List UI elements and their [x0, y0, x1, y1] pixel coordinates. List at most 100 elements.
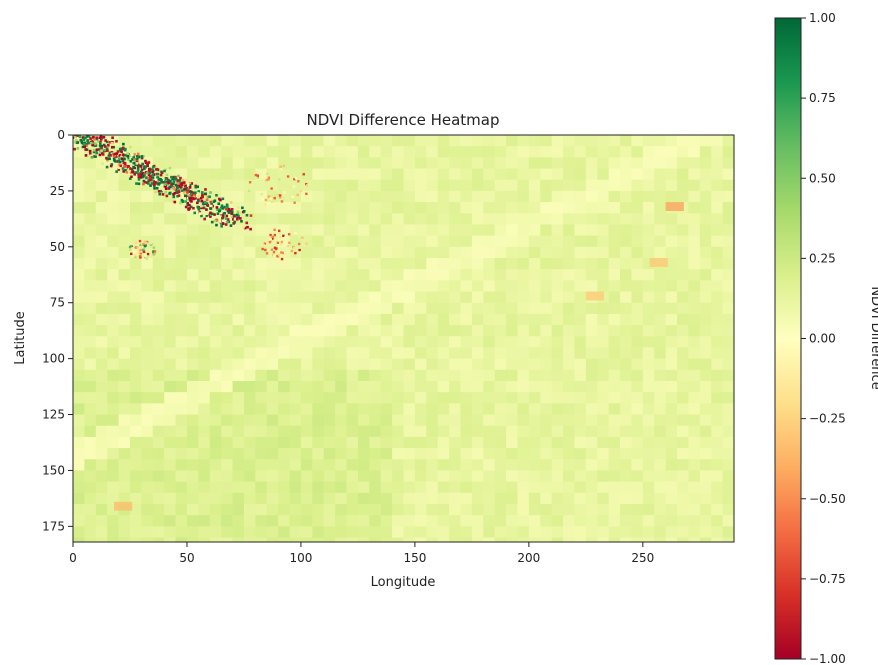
heatmap-cell [574, 515, 587, 527]
heatmap-cell [711, 526, 724, 539]
heatmap-cell [528, 257, 541, 270]
heatmap-cell [574, 436, 587, 449]
heatmap-cell [631, 403, 644, 416]
heatmap-cell [129, 325, 142, 337]
colorbar-tick-label: −1.00 [809, 652, 846, 665]
heatmap-speck [263, 242, 267, 245]
heatmap-cell [141, 503, 154, 516]
heatmap-cell [141, 202, 154, 214]
heatmap-cell [221, 481, 234, 494]
heatmap-cell [118, 403, 131, 416]
heatmap-cell [175, 280, 188, 293]
heatmap-cell [494, 213, 507, 226]
heatmap-speck [186, 190, 189, 194]
heatmap-cell [471, 269, 484, 281]
heatmap-cell [164, 146, 177, 158]
heatmap-speck [148, 159, 151, 162]
heatmap-speck [109, 164, 113, 168]
heatmap-speck [154, 178, 158, 181]
heatmap-cell [289, 336, 302, 349]
heatmap-cell [688, 537, 701, 542]
heatmap-cell [95, 336, 108, 349]
heatmap-speck [147, 161, 151, 164]
heatmap-cell [585, 347, 598, 360]
heatmap-cell [392, 369, 405, 382]
heatmap-cell [494, 325, 507, 337]
heatmap-cell [129, 481, 142, 494]
heatmap-cell [323, 246, 336, 259]
heatmap-cell [289, 358, 302, 371]
heatmap-speck [267, 178, 270, 181]
heatmap-cell [198, 313, 211, 326]
heatmap-cell [608, 325, 621, 337]
heatmap-cell [335, 459, 348, 472]
heatmap-speck [172, 195, 176, 199]
heatmap-cell [209, 224, 222, 237]
heatmap-cell [357, 537, 370, 542]
heatmap-cell [585, 481, 598, 494]
heatmap-cell [380, 157, 393, 170]
heatmap-cell [597, 213, 610, 226]
heatmap-cell [471, 246, 484, 259]
heatmap-cell [289, 224, 302, 237]
heatmap-cell [437, 291, 450, 304]
heatmap-cell [129, 459, 142, 472]
heatmap-cell [437, 481, 450, 494]
heatmap-cell [380, 448, 393, 460]
heatmap-speck [215, 196, 219, 199]
heatmap-cell [369, 168, 382, 181]
heatmap-cell [289, 135, 302, 147]
heatmap-speck [100, 144, 104, 148]
heatmap-cell [483, 302, 496, 315]
heatmap-cell [471, 280, 484, 293]
heatmap-cell [494, 414, 507, 427]
heatmap-speck [181, 183, 185, 186]
heatmap-speck [149, 184, 152, 187]
heatmap-cell [73, 380, 85, 393]
y-tick-label: 100 [42, 352, 65, 366]
heatmap-cell [403, 213, 416, 226]
heatmap-cell [152, 358, 165, 371]
heatmap-speck [83, 135, 86, 137]
heatmap-speck [91, 139, 95, 143]
colorbar-tick-label: 0.75 [809, 91, 836, 105]
heatmap-cell [118, 414, 131, 427]
heatmap-cell [460, 392, 473, 404]
heatmap-cell [654, 526, 667, 539]
heatmap-cell [483, 146, 496, 158]
heatmap-speck [108, 141, 112, 144]
heatmap-cell [494, 537, 507, 542]
heatmap-cell [483, 459, 496, 472]
heatmap-cell [152, 246, 165, 259]
heatmap-cell [357, 336, 370, 349]
heatmap-cell [620, 336, 633, 349]
heatmap-cell [506, 358, 519, 371]
heatmap-cell [449, 414, 462, 427]
heatmap-cell [585, 146, 598, 158]
heatmap-cell [403, 280, 416, 293]
heatmap-cell [392, 503, 405, 516]
heatmap-speck [144, 159, 147, 163]
heatmap-cell [300, 347, 313, 360]
heatmap-cell [574, 380, 587, 393]
heatmap-cell [585, 448, 598, 460]
heatmap-cell [699, 179, 712, 192]
heatmap-cell [346, 313, 359, 326]
heatmap-cell [494, 380, 507, 393]
heatmap-speck [269, 240, 273, 243]
heatmap-cell [152, 448, 165, 460]
heatmap-speck [135, 182, 138, 185]
heatmap-cell [551, 448, 564, 460]
heatmap-cell [585, 235, 598, 248]
heatmap-speck [126, 153, 130, 157]
heatmap-cell [585, 537, 598, 542]
heatmap-speck [190, 182, 194, 185]
heatmap-speck [146, 164, 149, 167]
heatmap-cell [186, 503, 199, 516]
heatmap-cell [506, 179, 519, 192]
heatmap-cell [278, 202, 291, 214]
heatmap-cell [357, 369, 370, 382]
heatmap-cell [209, 146, 222, 158]
heatmap-speck [265, 252, 269, 255]
heatmap-cell [175, 380, 188, 393]
